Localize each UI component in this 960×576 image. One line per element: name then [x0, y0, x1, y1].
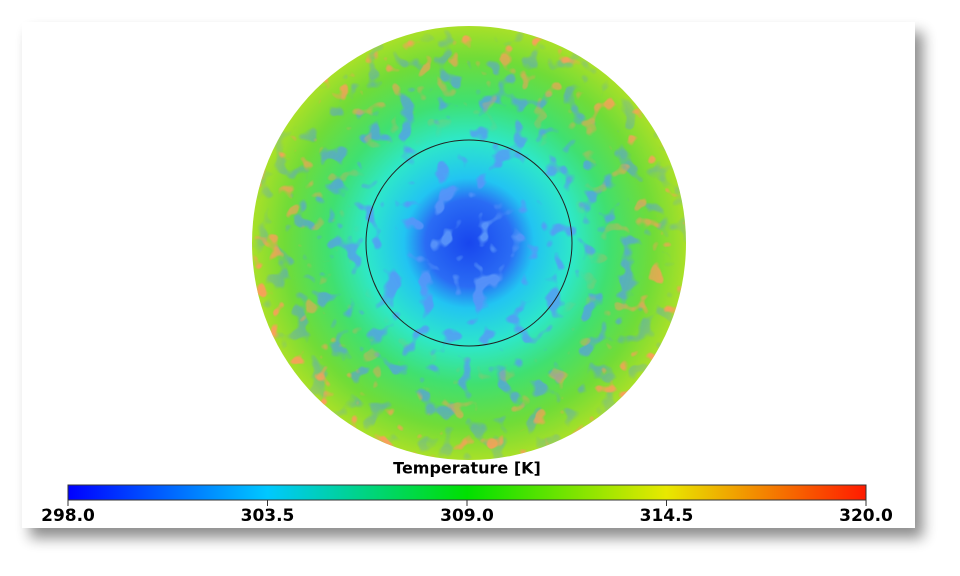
tick-label: 298.0	[41, 506, 95, 526]
inner-ring	[365, 139, 573, 347]
tick-label: 320.0	[839, 506, 893, 526]
colorbar-label: Temperature [K]	[393, 459, 541, 478]
tick-label: 314.5	[640, 506, 694, 526]
tick-label: 309.0	[440, 506, 494, 526]
colorbar-ticks: 298.0 303.5 309.0 314.5 320.0	[41, 500, 893, 526]
colorbar	[67, 484, 867, 501]
hot-spots	[252, 26, 686, 460]
tick-label: 303.5	[241, 506, 295, 526]
temperature-field	[252, 26, 686, 460]
